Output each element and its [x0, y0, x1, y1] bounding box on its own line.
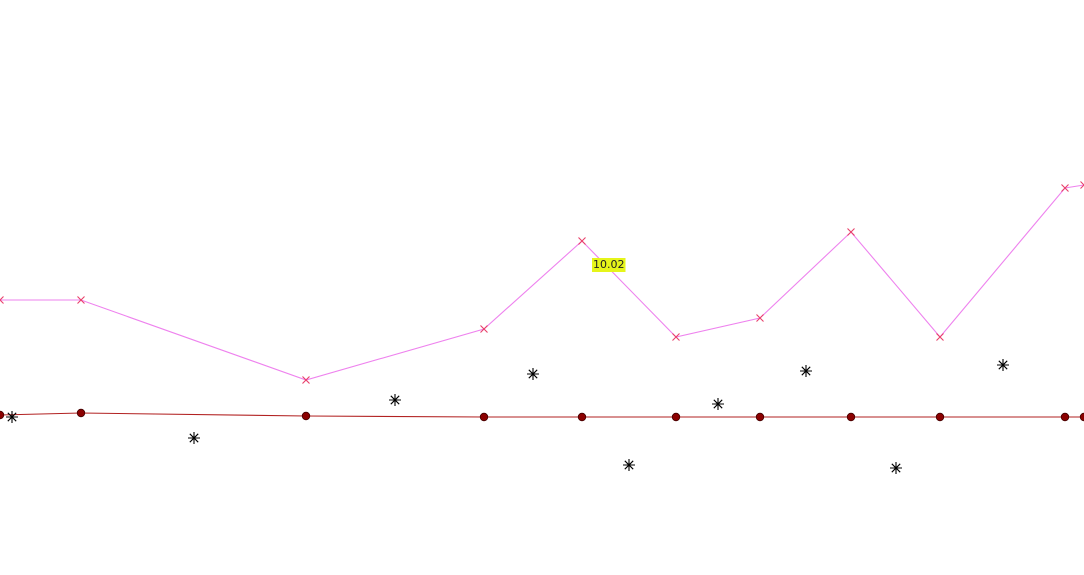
marker-asterisk [800, 365, 812, 377]
marker [480, 325, 488, 333]
marker-dot [935, 412, 945, 422]
series-line [0, 412, 1084, 418]
marker [755, 412, 765, 422]
marker-cross [847, 228, 855, 236]
marker [6, 411, 18, 423]
marker [188, 432, 200, 444]
series-line [0, 184, 1084, 381]
marker-cross [1061, 184, 1069, 192]
marker-dot [479, 412, 489, 422]
marker [756, 314, 764, 322]
marker-asterisk [527, 368, 539, 380]
marker [1080, 181, 1084, 189]
marker [76, 408, 86, 418]
marker-dot [755, 412, 765, 422]
marker-dot [577, 412, 587, 422]
marker [0, 296, 4, 304]
marker [77, 296, 85, 304]
marker-cross [578, 237, 586, 245]
marker [1079, 412, 1084, 422]
marker-cross [0, 296, 4, 304]
marker-asterisk [6, 411, 18, 423]
marker-dot [1079, 412, 1084, 422]
marker-cross [77, 296, 85, 304]
marker-cross [480, 325, 488, 333]
marker-asterisk [623, 459, 635, 471]
marker [800, 365, 812, 377]
marker-cross [1080, 181, 1084, 189]
marker-cross [672, 333, 680, 341]
marker [672, 333, 680, 341]
marker [389, 394, 401, 406]
marker-cross [936, 333, 944, 341]
marker [1060, 412, 1070, 422]
marker-dot [671, 412, 681, 422]
marker [623, 459, 635, 471]
marker [479, 412, 489, 422]
marker-dot [76, 408, 86, 418]
marker [935, 412, 945, 422]
data-label: 10.02 [593, 258, 625, 271]
marker [712, 398, 724, 410]
marker [936, 333, 944, 341]
marker-asterisk [188, 432, 200, 444]
marker [301, 411, 311, 421]
marker [890, 462, 902, 474]
marker-asterisk [712, 398, 724, 410]
marker [302, 376, 310, 384]
marker-asterisk [890, 462, 902, 474]
marker [1061, 184, 1069, 192]
marker [527, 368, 539, 380]
marker [0, 410, 5, 420]
marker [846, 412, 856, 422]
marker-asterisk [389, 394, 401, 406]
marker-dot [1060, 412, 1070, 422]
marker [578, 237, 586, 245]
marker-dot [301, 411, 311, 421]
marker [997, 359, 1009, 371]
marker-cross [756, 314, 764, 322]
marker-cross [302, 376, 310, 384]
marker-dot [846, 412, 856, 422]
marker-asterisk [997, 359, 1009, 371]
marker-dot [0, 410, 5, 420]
data-label-bg [592, 258, 626, 272]
marker [847, 228, 855, 236]
marker [671, 412, 681, 422]
marker [577, 412, 587, 422]
